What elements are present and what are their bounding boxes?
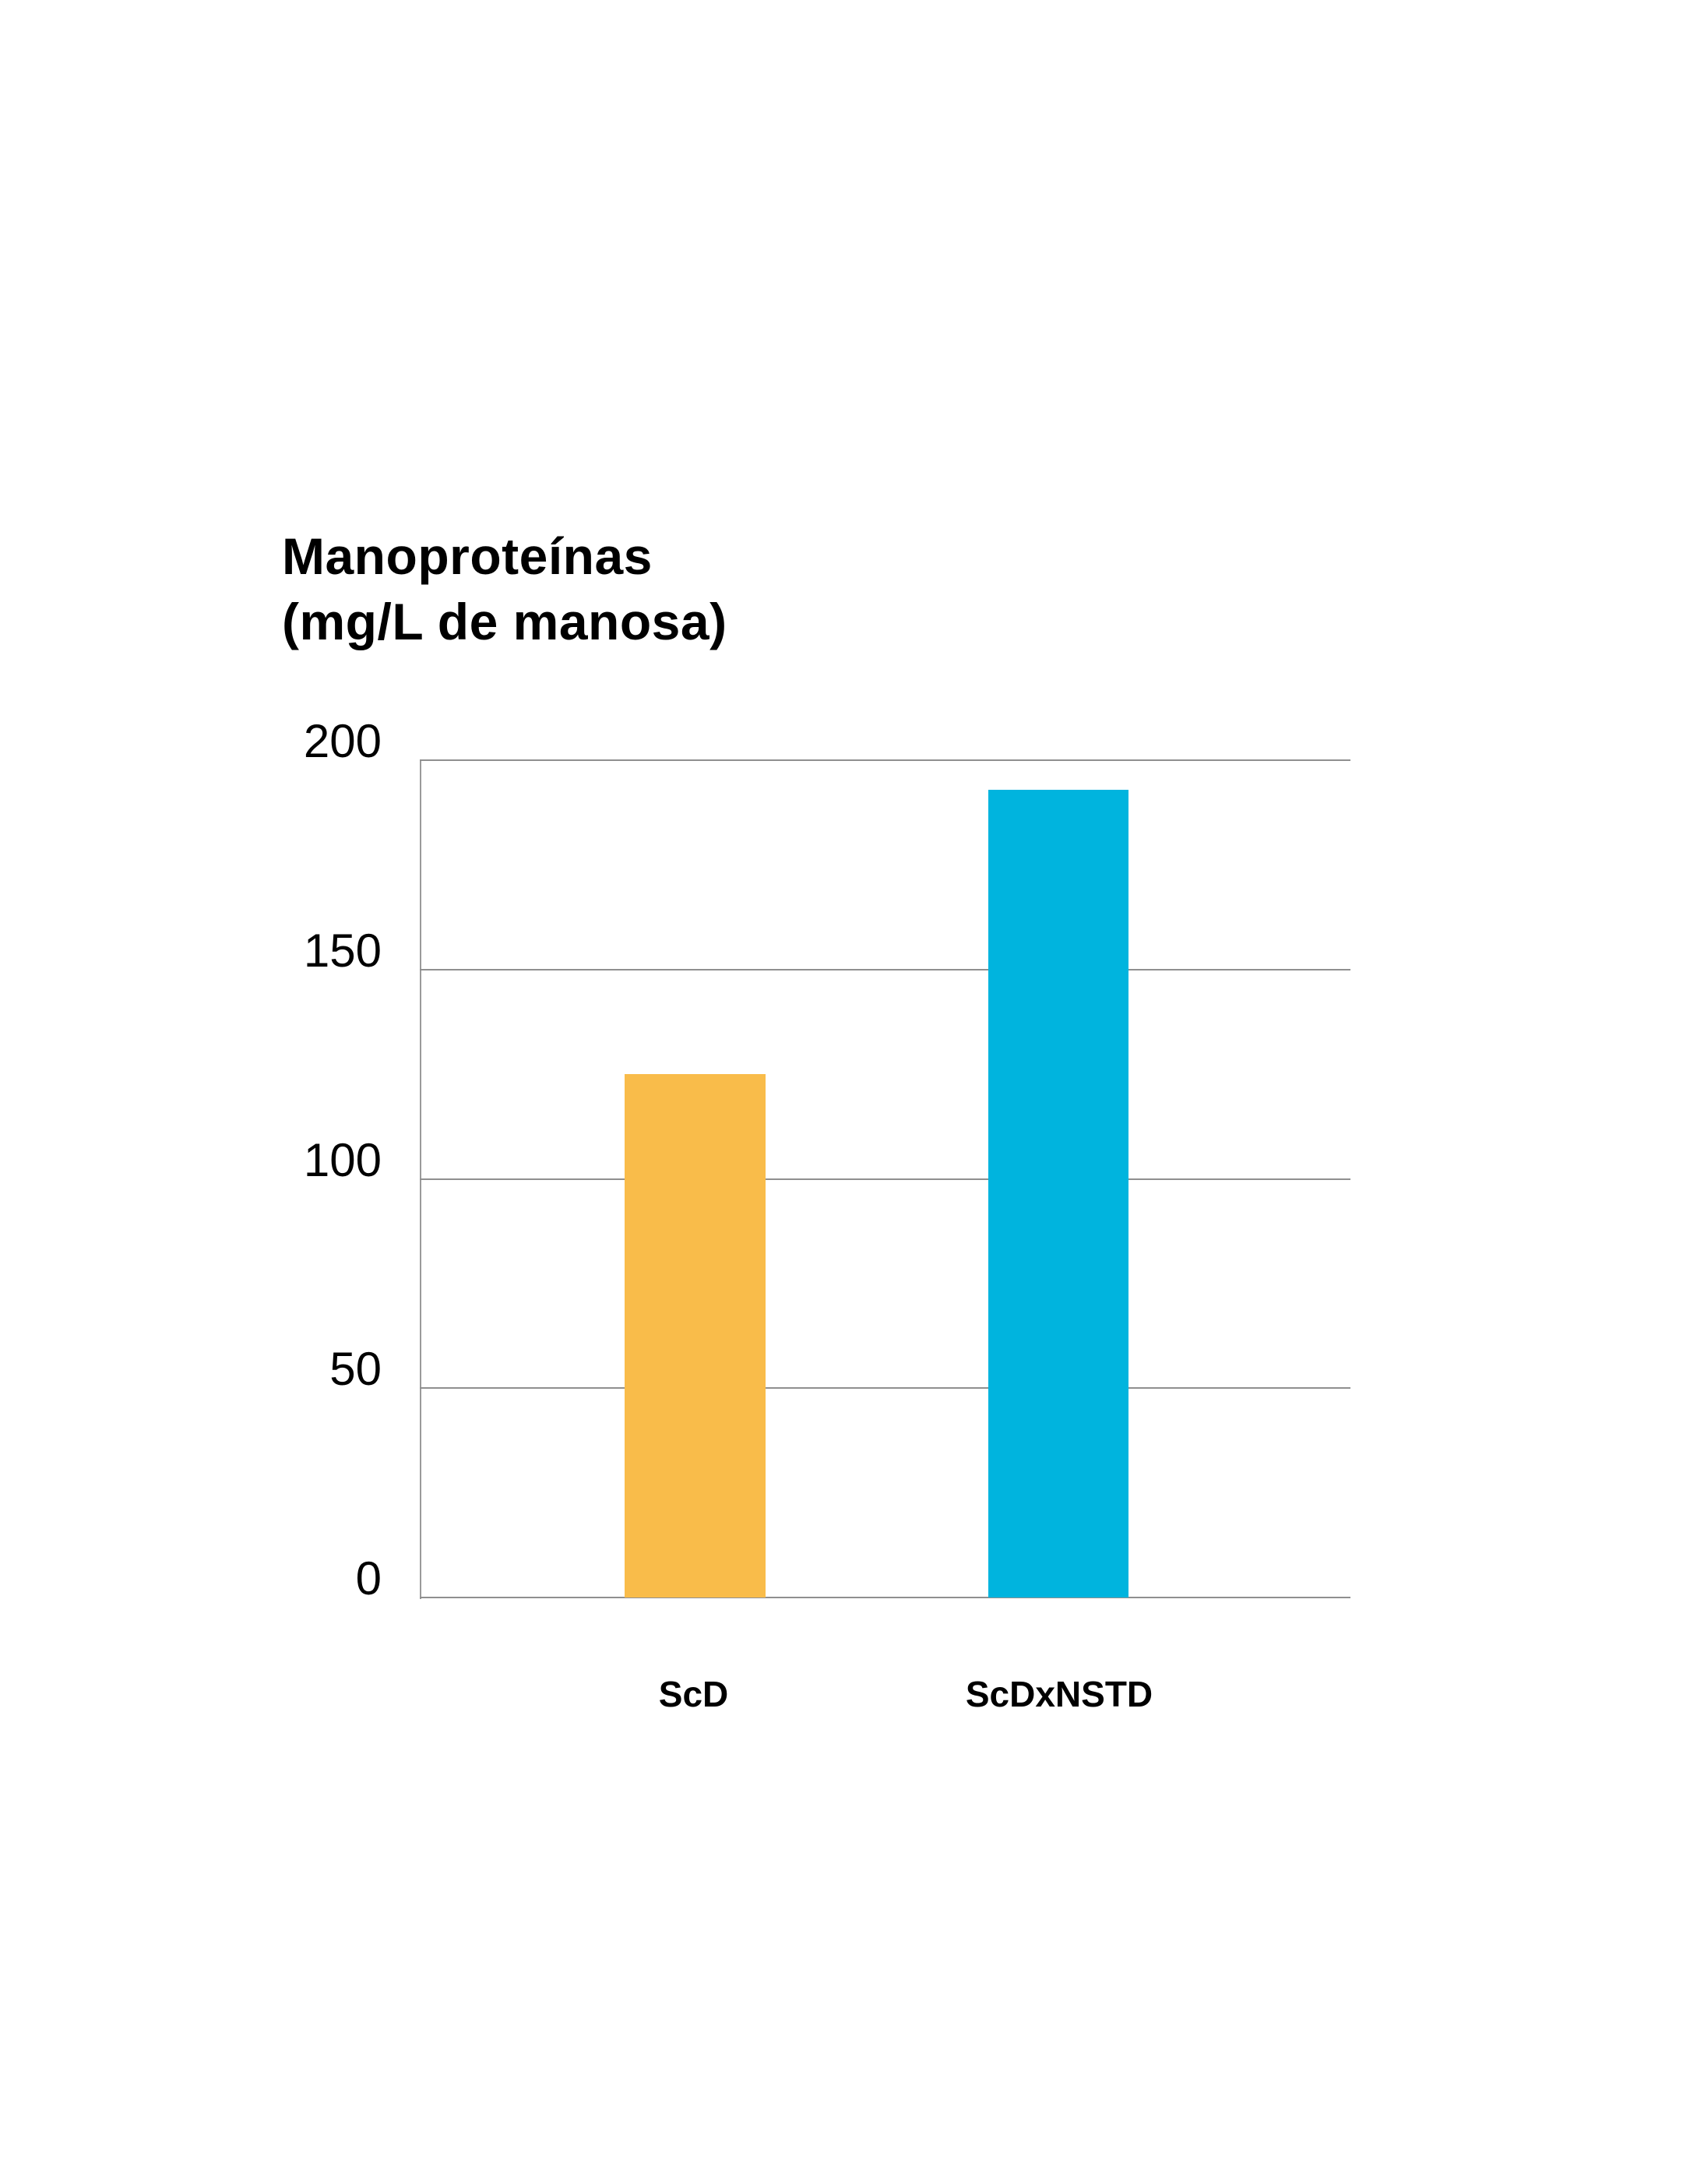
y-tick-label: 100 (303, 1133, 382, 1186)
bar-scdxnstd (988, 789, 1128, 1597)
chart-title-line-2: (mg/L de manosa) (282, 593, 727, 650)
gridline-150 (420, 968, 1350, 970)
y-axis-line (420, 760, 421, 1599)
chart-title-line-1: Manoproteínas (282, 527, 653, 585)
gridline-100 (420, 1178, 1350, 1180)
chart-title: Manoproteínas (mg/L de manosa) (282, 523, 727, 654)
gridline-200 (420, 759, 1350, 761)
gridline-0 (420, 1597, 1350, 1598)
gridline-50 (420, 1387, 1350, 1390)
y-tick-label: 50 (329, 1343, 382, 1396)
bar-scd (625, 1074, 766, 1597)
y-tick-label: 150 (303, 924, 382, 977)
plot-area (420, 759, 1350, 1599)
x-tick-label: ScDxNSTD (965, 1674, 1153, 1714)
y-tick-label: 200 (303, 715, 382, 767)
y-tick-label: 0 (355, 1552, 382, 1605)
x-tick-label: ScD (658, 1674, 729, 1714)
